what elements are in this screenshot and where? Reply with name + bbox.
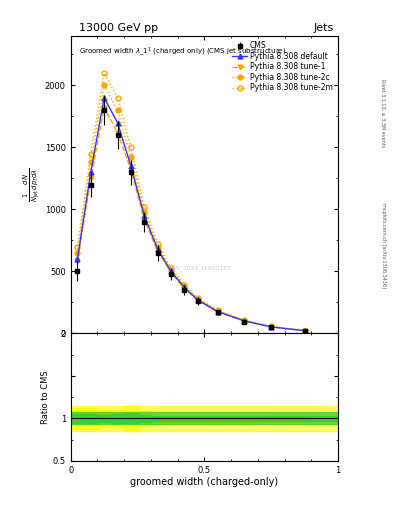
Pythia 8.308 tune-2c xyxy=(169,266,173,272)
Pythia 8.308 tune-1 xyxy=(102,104,107,111)
Pythia 8.308 tune-2m xyxy=(269,324,274,330)
Pythia 8.308 tune-1 xyxy=(182,286,187,292)
Pythia 8.308 default xyxy=(182,284,187,290)
Y-axis label: $\frac{1}{N_\mathrm{jet}} \frac{dN}{dp_T d\lambda}$: $\frac{1}{N_\mathrm{jet}} \frac{dN}{dp_T… xyxy=(22,167,42,202)
Pythia 8.308 tune-1 xyxy=(269,324,274,330)
Pythia 8.308 tune-2c xyxy=(129,154,133,160)
Text: CMS_2021_I1920187: CMS_2021_I1920187 xyxy=(167,265,231,271)
Pythia 8.308 tune-2c xyxy=(302,328,307,334)
Pythia 8.308 default xyxy=(169,268,173,274)
Text: Groomed width $\lambda\_1^1$ (charged only) (CMS jet substructure): Groomed width $\lambda\_1^1$ (charged on… xyxy=(79,45,286,57)
Pythia 8.308 tune-1 xyxy=(242,318,247,325)
Pythia 8.308 tune-2m xyxy=(88,151,93,157)
Pythia 8.308 tune-1 xyxy=(195,297,200,304)
Pythia 8.308 tune-1 xyxy=(129,166,133,173)
Pythia 8.308 tune-2m xyxy=(215,307,220,313)
Text: Jets: Jets xyxy=(314,23,334,33)
Pythia 8.308 default xyxy=(75,256,80,262)
Pythia 8.308 tune-2c xyxy=(102,82,107,89)
Pythia 8.308 tune-2c xyxy=(115,107,120,113)
Pythia 8.308 tune-2c xyxy=(75,250,80,256)
X-axis label: groomed width (charged-only): groomed width (charged-only) xyxy=(130,477,278,487)
Pythia 8.308 default xyxy=(142,212,147,219)
Pythia 8.308 tune-2c xyxy=(215,308,220,314)
Pythia 8.308 tune-1 xyxy=(115,130,120,136)
Pythia 8.308 tune-2m xyxy=(155,241,160,247)
Line: Pythia 8.308 tune-1: Pythia 8.308 tune-1 xyxy=(75,105,307,333)
Text: 13000 GeV pp: 13000 GeV pp xyxy=(79,23,158,33)
Pythia 8.308 default xyxy=(115,119,120,125)
Pythia 8.308 default xyxy=(129,163,133,169)
Y-axis label: Ratio to CMS: Ratio to CMS xyxy=(41,370,50,424)
Pythia 8.308 default xyxy=(88,169,93,175)
Pythia 8.308 tune-1 xyxy=(155,248,160,254)
Pythia 8.308 tune-2m xyxy=(102,70,107,76)
Pythia 8.308 default xyxy=(215,309,220,315)
Pythia 8.308 default xyxy=(195,297,200,303)
Pythia 8.308 tune-1 xyxy=(169,269,173,275)
Pythia 8.308 tune-2m xyxy=(142,204,147,210)
Pythia 8.308 default xyxy=(302,328,307,334)
Pythia 8.308 tune-2m xyxy=(195,295,200,301)
Pythia 8.308 tune-2m xyxy=(169,265,173,271)
Pythia 8.308 tune-2c xyxy=(269,324,274,330)
Pythia 8.308 default xyxy=(242,318,247,324)
Pythia 8.308 tune-1 xyxy=(215,309,220,315)
Pythia 8.308 default xyxy=(155,246,160,252)
Text: mcplots.cern.ch [arXiv:1306.3436]: mcplots.cern.ch [arXiv:1306.3436] xyxy=(381,203,386,288)
Line: Pythia 8.308 default: Pythia 8.308 default xyxy=(75,95,307,333)
Pythia 8.308 tune-1 xyxy=(142,216,147,222)
Pythia 8.308 tune-2c xyxy=(88,159,93,165)
Pythia 8.308 tune-2m xyxy=(129,144,133,151)
Pythia 8.308 tune-1 xyxy=(75,259,80,265)
Pythia 8.308 tune-2m xyxy=(182,282,187,288)
Pythia 8.308 tune-2c xyxy=(195,295,200,302)
Pythia 8.308 tune-2c xyxy=(242,317,247,324)
Pythia 8.308 tune-1 xyxy=(88,175,93,181)
Pythia 8.308 default xyxy=(102,95,107,101)
Text: Rivet 3.1.10, ≥ 3.3M events: Rivet 3.1.10, ≥ 3.3M events xyxy=(381,78,386,147)
Pythia 8.308 tune-2m xyxy=(242,317,247,324)
Pythia 8.308 default xyxy=(269,324,274,330)
Legend: CMS, Pythia 8.308 default, Pythia 8.308 tune-1, Pythia 8.308 tune-2c, Pythia 8.3: CMS, Pythia 8.308 default, Pythia 8.308 … xyxy=(231,39,334,94)
Pythia 8.308 tune-2c xyxy=(155,244,160,250)
Line: Pythia 8.308 tune-2c: Pythia 8.308 tune-2c xyxy=(75,83,307,333)
Pythia 8.308 tune-2c xyxy=(182,283,187,289)
Pythia 8.308 tune-2m xyxy=(115,95,120,101)
Line: Pythia 8.308 tune-2m: Pythia 8.308 tune-2m xyxy=(75,71,307,333)
Pythia 8.308 tune-2m xyxy=(302,328,307,334)
Pythia 8.308 tune-1 xyxy=(302,328,307,334)
Pythia 8.308 tune-2m xyxy=(75,244,80,250)
Pythia 8.308 tune-2c xyxy=(142,209,147,215)
